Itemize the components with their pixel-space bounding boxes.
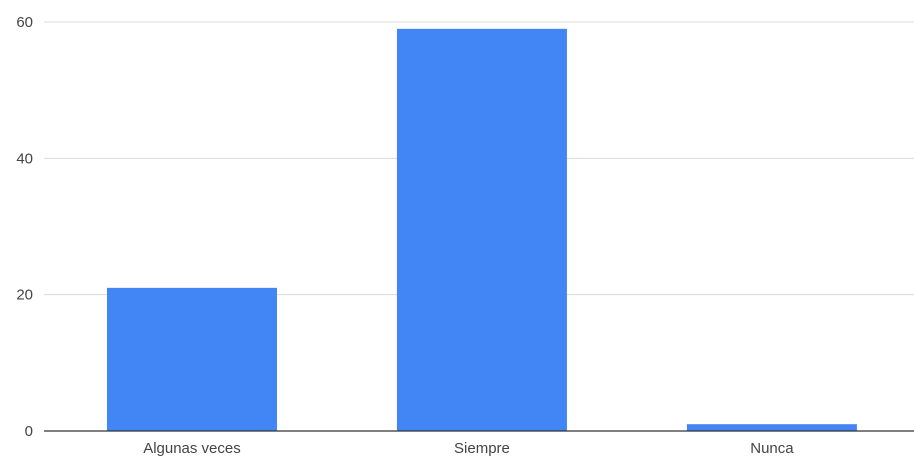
y-tick-label: 40 [16,150,33,167]
y-tick-label: 20 [16,287,33,304]
y-tick-label: 60 [16,14,33,31]
bar-siempre [396,28,567,432]
y-axis-tick-labels: 0 20 40 60 [16,14,33,440]
bar-algunas-veces [106,287,277,431]
x-category-label: Nunca [750,440,794,457]
x-category-label: Algunas veces [143,440,241,457]
x-category-label: Siempre [454,440,510,457]
bar-nunca [686,424,857,431]
x-axis-category-labels: Algunas veces Siempre Nunca [143,440,794,457]
y-tick-label: 0 [25,423,33,440]
bars [106,28,857,432]
